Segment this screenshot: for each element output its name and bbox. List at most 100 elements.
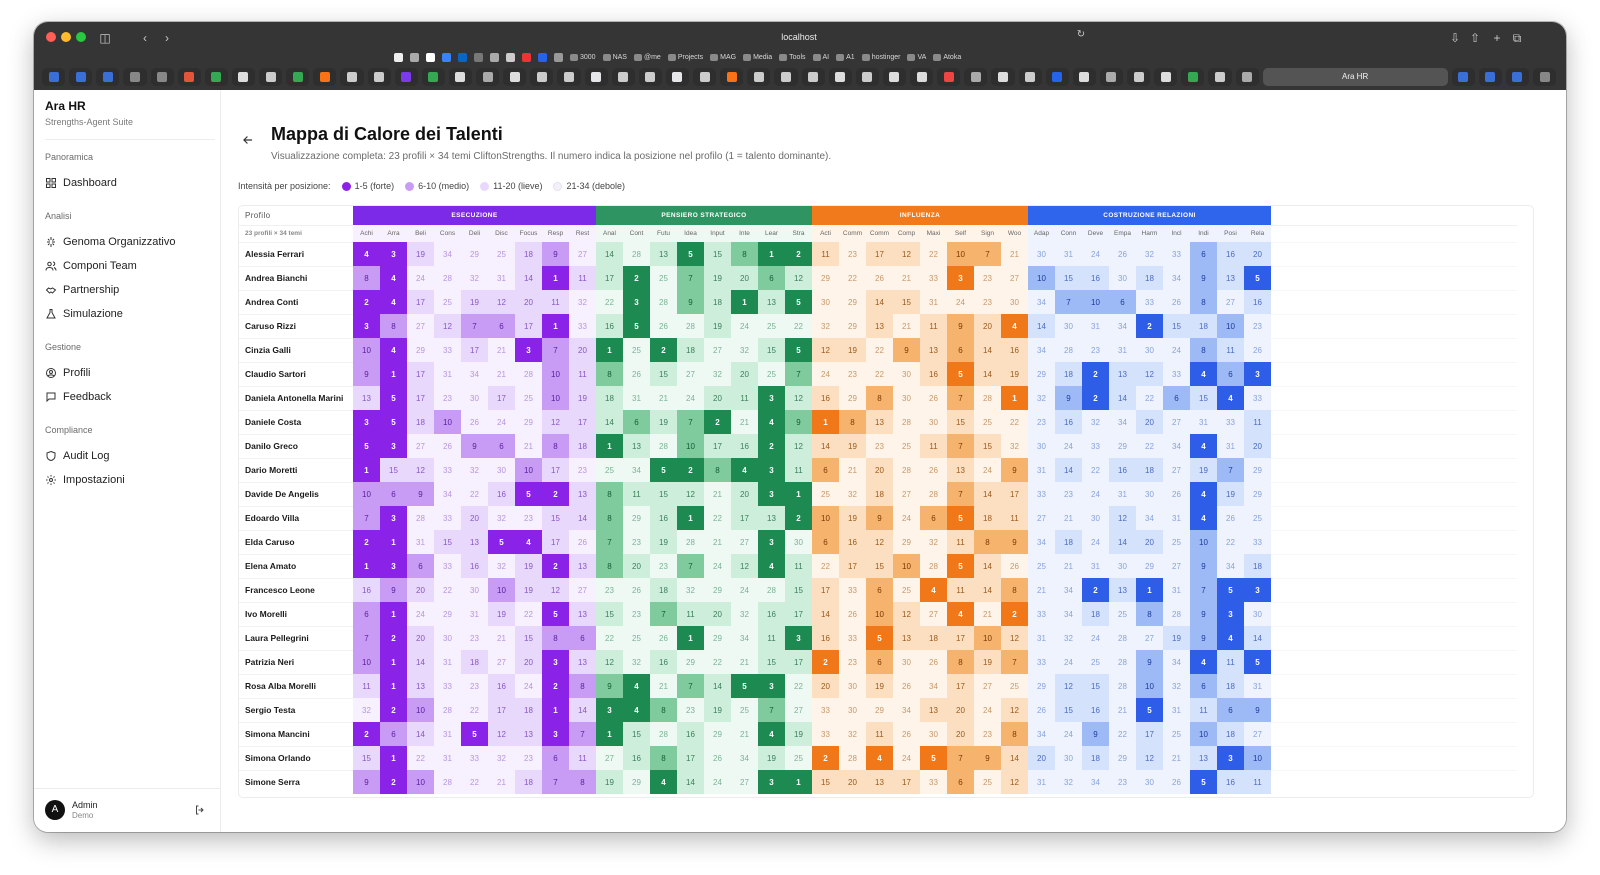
heatmap-cell[interactable]: 1 [380, 746, 407, 770]
heatmap-cell[interactable]: 11 [785, 458, 812, 482]
heatmap-cell[interactable]: 24 [407, 602, 434, 626]
heatmap-cell[interactable]: 18 [866, 482, 893, 506]
heatmap-cell[interactable]: 22 [866, 338, 893, 362]
browser-tab[interactable] [476, 68, 500, 86]
heatmap-cell[interactable]: 6 [407, 554, 434, 578]
heatmap-cell[interactable]: 19 [569, 386, 596, 410]
heatmap-cell[interactable]: 27 [893, 482, 920, 506]
heatmap-cell[interactable]: 4 [947, 602, 974, 626]
heatmap-cell[interactable]: 9 [785, 410, 812, 434]
heatmap-cell[interactable]: 25 [623, 338, 650, 362]
heatmap-cell[interactable]: 6 [866, 650, 893, 674]
heatmap-cell[interactable]: 18 [515, 770, 542, 794]
heatmap-cell[interactable]: 13 [569, 554, 596, 578]
heatmap-cell[interactable]: 30 [812, 290, 839, 314]
heatmap-cell[interactable]: 20 [515, 290, 542, 314]
heatmap-cell[interactable]: 18 [1136, 458, 1163, 482]
heatmap-cell[interactable]: 17 [515, 314, 542, 338]
heatmap-cell[interactable]: 22 [407, 746, 434, 770]
browser-tab[interactable] [1181, 68, 1205, 86]
heatmap-cell[interactable]: 1 [1001, 386, 1028, 410]
heatmap-cell[interactable]: 10 [515, 458, 542, 482]
heatmap-cell[interactable]: 31 [1217, 434, 1244, 458]
heatmap-cell[interactable]: 19 [758, 746, 785, 770]
heatmap-cell[interactable]: 25 [1001, 674, 1028, 698]
heatmap-cell[interactable]: 31 [1109, 338, 1136, 362]
heatmap-cell[interactable]: 12 [1136, 362, 1163, 386]
heatmap-cell[interactable]: 12 [596, 650, 623, 674]
heatmap-cell[interactable]: 24 [1082, 530, 1109, 554]
heatmap-cell[interactable]: 9 [407, 482, 434, 506]
heatmap-cell[interactable]: 26 [920, 386, 947, 410]
profile-name[interactable]: Andrea Conti [239, 289, 353, 314]
heatmap-cell[interactable]: 7 [1001, 650, 1028, 674]
browser-tab[interactable] [1154, 68, 1178, 86]
heatmap-cell[interactable]: 20 [812, 674, 839, 698]
heatmap-cell[interactable]: 16 [920, 362, 947, 386]
heatmap-cell[interactable]: 20 [407, 578, 434, 602]
heatmap-cell[interactable]: 19 [704, 698, 731, 722]
heatmap-cell[interactable]: 15 [434, 530, 461, 554]
heatmap-cell[interactable]: 16 [731, 434, 758, 458]
heatmap-cell[interactable]: 3 [353, 410, 380, 434]
heatmap-cell[interactable]: 19 [866, 674, 893, 698]
heatmap-cell[interactable]: 34 [920, 674, 947, 698]
heatmap-cell[interactable]: 23 [434, 386, 461, 410]
heatmap-cell[interactable]: 6 [380, 482, 407, 506]
heatmap-cell[interactable]: 4 [1190, 434, 1217, 458]
heatmap-cell[interactable]: 4 [758, 722, 785, 746]
heatmap-cell[interactable]: 14 [677, 770, 704, 794]
sidebar-item-audit-log[interactable]: Audit Log [45, 446, 213, 466]
heatmap-cell[interactable]: 19 [974, 650, 1001, 674]
heatmap-cell[interactable]: 10 [407, 698, 434, 722]
table-row[interactable]: Elda Caruso 2 1 31 15 13 5 4 17 26 7 23 19 28 21 27 3 30 6… [239, 529, 1517, 554]
heatmap-cell[interactable]: 13 [515, 722, 542, 746]
heatmap-cell[interactable]: 29 [704, 626, 731, 650]
heatmap-cell[interactable]: 28 [677, 530, 704, 554]
heatmap-cell[interactable]: 29 [812, 266, 839, 290]
browser-tab[interactable] [557, 68, 581, 86]
heatmap-cell[interactable]: 4 [758, 554, 785, 578]
heatmap-cell[interactable]: 1 [785, 770, 812, 794]
heatmap-cell[interactable]: 1 [542, 266, 569, 290]
bookmark-item[interactable]: A1 [836, 53, 855, 62]
heatmap-cell[interactable]: 6 [1217, 698, 1244, 722]
heatmap-cell[interactable]: 20 [731, 266, 758, 290]
heatmap-cell[interactable]: 4 [650, 770, 677, 794]
heatmap-cell[interactable]: 17 [947, 626, 974, 650]
heatmap-cell[interactable]: 3 [380, 434, 407, 458]
browser-tab[interactable] [937, 68, 961, 86]
table-row[interactable]: Francesco Leone 16 9 20 22 30 10 19 12 27 23 26 18 32… [239, 577, 1517, 602]
heatmap-cell[interactable]: 26 [866, 266, 893, 290]
heatmap-cell[interactable]: 18 [461, 650, 488, 674]
heatmap-cell[interactable]: 17 [677, 746, 704, 770]
close-window-button[interactable] [46, 32, 56, 42]
heatmap-cell[interactable]: 10 [488, 578, 515, 602]
heatmap-cell[interactable]: 9 [893, 338, 920, 362]
heatmap-cell[interactable]: 22 [785, 314, 812, 338]
heatmap-cell[interactable]: 30 [488, 458, 515, 482]
heatmap-cell[interactable]: 5 [488, 530, 515, 554]
heatmap-cell[interactable]: 30 [461, 578, 488, 602]
heatmap-cell[interactable]: 8 [1001, 722, 1028, 746]
heatmap-cell[interactable]: 17 [839, 554, 866, 578]
heatmap-cell[interactable]: 14 [569, 698, 596, 722]
heatmap-cell[interactable]: 21 [839, 458, 866, 482]
heatmap-cell[interactable]: 3 [596, 698, 623, 722]
heatmap-cell[interactable]: 12 [1001, 698, 1028, 722]
heatmap-cell[interactable]: 8 [353, 266, 380, 290]
heatmap-cell[interactable]: 3 [758, 530, 785, 554]
heatmap-cell[interactable]: 30 [1136, 770, 1163, 794]
heatmap-cell[interactable]: 10 [812, 506, 839, 530]
heatmap-cell[interactable]: 32 [839, 482, 866, 506]
heatmap-cell[interactable]: 19 [461, 290, 488, 314]
heatmap-cell[interactable]: 28 [1109, 650, 1136, 674]
heatmap-cell[interactable]: 23 [1082, 338, 1109, 362]
heatmap-cell[interactable]: 33 [1028, 602, 1055, 626]
heatmap-cell[interactable]: 8 [542, 434, 569, 458]
heatmap-cell[interactable]: 6 [542, 746, 569, 770]
heatmap-cell[interactable]: 30 [1055, 314, 1082, 338]
heatmap-cell[interactable]: 20 [1136, 410, 1163, 434]
heatmap-cell[interactable]: 23 [974, 290, 1001, 314]
heatmap-cell[interactable]: 17 [488, 386, 515, 410]
